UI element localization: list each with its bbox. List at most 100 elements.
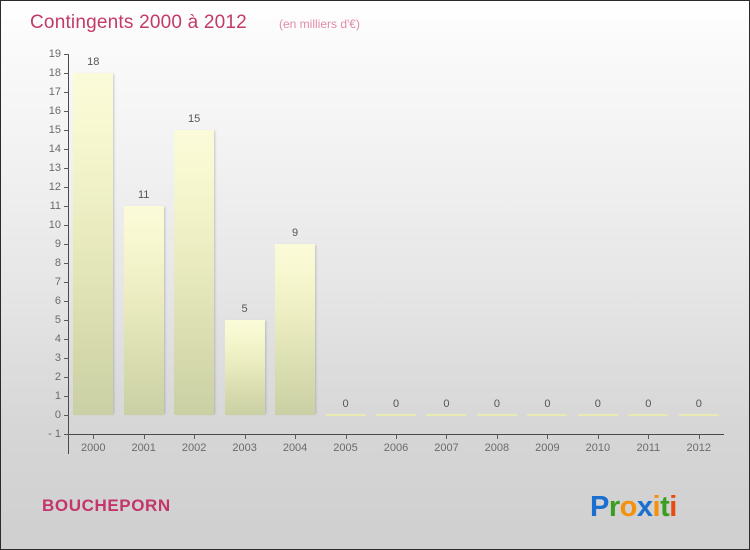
plot-area: - 1 0 1 2 3 4 5 6 7 8 9 10 11 12 13 14 15 16 17 18 19 2000 20…: [48, 48, 724, 454]
proxiti-logo[interactable]: Proxiti: [590, 491, 677, 524]
x-tick: [295, 434, 297, 439]
x-tick-label: 2011: [636, 442, 661, 454]
x-tick-label: 2000: [80, 442, 106, 454]
x-tick-label: 2008: [484, 442, 510, 454]
logo-letter-5: t: [660, 491, 670, 523]
x-tick: [244, 434, 246, 439]
bar[interactable]: [628, 414, 669, 416]
y-tick: [64, 434, 69, 435]
bar-value-label: 11: [137, 189, 150, 201]
bar-value-label: 15: [188, 113, 201, 125]
y-tick-label: 15: [48, 124, 61, 136]
y-tick-label: 4: [54, 333, 61, 345]
logo-letter-6: i: [669, 491, 677, 523]
logo-letter-0: P: [590, 491, 609, 523]
y-tick: [64, 54, 69, 55]
x-tick: [698, 434, 700, 439]
x-tick: [345, 434, 347, 439]
y-tick-label: 3: [54, 352, 61, 364]
logo-letter-1: r: [608, 491, 620, 523]
logo-letter-2: o: [619, 491, 638, 523]
x-tick: [93, 434, 95, 439]
y-tick-label: 8: [54, 257, 61, 269]
y-tick-label: 19: [48, 48, 61, 60]
y-tick: [64, 358, 69, 359]
bar-value-label: 18: [87, 56, 100, 68]
bar[interactable]: [174, 130, 215, 415]
x-tick-label: 2007: [434, 442, 459, 454]
y-tick: [64, 263, 69, 264]
bar[interactable]: [224, 320, 265, 415]
bar-value-label: 0: [594, 398, 601, 410]
bar[interactable]: [527, 414, 568, 416]
bar-value-label: 0: [342, 398, 349, 410]
y-tick: [64, 73, 69, 74]
y-tick: [64, 282, 69, 283]
x-tick: [396, 434, 397, 439]
y-tick-label: 1: [54, 390, 61, 402]
bar[interactable]: [376, 414, 416, 416]
y-tick: [64, 339, 69, 340]
bar-value-label: 0: [695, 398, 702, 410]
y-tick-label: 16: [48, 105, 61, 117]
x-tick: [648, 434, 650, 439]
x-tick: [547, 434, 549, 439]
x-tick-label: 2010: [585, 442, 611, 454]
bar[interactable]: [577, 414, 618, 416]
y-tick: [64, 377, 69, 378]
bar-value-label: 0: [493, 398, 500, 410]
y-tick: [64, 111, 69, 112]
bar-value-label: 0: [392, 398, 400, 410]
logo-letter-4: i: [652, 491, 661, 523]
x-tick: [597, 434, 599, 439]
x-tick: [194, 434, 196, 439]
x-tick: [143, 434, 145, 439]
bar-value-label: 0: [443, 398, 450, 410]
y-tick-label: 18: [48, 67, 61, 79]
x-tick: [446, 434, 448, 439]
chart-canvas: Contingents 2000 à 2012 (en milliers d'€…: [4, 4, 748, 548]
bar[interactable]: [73, 73, 114, 415]
y-tick: [64, 396, 69, 397]
y-tick-label: 13: [48, 162, 61, 174]
y-tick: [64, 149, 69, 150]
x-tick-label: 2003: [232, 442, 257, 454]
bar-value-label: 5: [241, 303, 248, 315]
y-tick: [64, 92, 69, 93]
y-tick: [64, 168, 69, 169]
x-tick: [496, 434, 498, 439]
y-tick: [64, 130, 69, 131]
bar-value-label: 9: [292, 227, 299, 239]
bar[interactable]: [678, 414, 719, 416]
x-tick-label: 2001: [131, 442, 156, 454]
y-tick-label: 2: [54, 371, 61, 383]
y-tick-label: 17: [48, 86, 61, 98]
y-tick: [64, 320, 69, 321]
x-tick-label: 2002: [181, 442, 207, 454]
y-tick: [64, 187, 69, 188]
y-tick-label: 11: [49, 200, 61, 212]
bar[interactable]: [426, 414, 467, 416]
y-tick-label: 5: [54, 314, 61, 326]
y-tick-label: - 1: [48, 428, 61, 440]
bar[interactable]: [123, 206, 164, 415]
commune-name: BOUCHEPORN: [42, 496, 171, 515]
x-tick-label: 2006: [383, 442, 409, 454]
y-tick-label: 9: [54, 238, 61, 250]
bar-value-label: 0: [645, 398, 652, 410]
y-tick: [64, 301, 69, 302]
bar[interactable]: [325, 414, 366, 416]
y-tick-label: 0: [54, 409, 61, 421]
y-tick-label: 14: [48, 143, 61, 155]
bar[interactable]: [275, 244, 316, 415]
chart-subtitle: (en milliers d'€): [279, 17, 360, 31]
bar[interactable]: [476, 414, 517, 416]
x-tick-label: 2005: [333, 442, 358, 454]
x-tick-label: 2004: [282, 442, 308, 454]
y-tick-label: 6: [54, 295, 61, 307]
y-tick-label: 12: [48, 181, 61, 193]
page-title: Contingents 2000 à 2012: [30, 12, 247, 33]
y-tick: [64, 206, 69, 207]
logo-letter-3: x: [636, 491, 653, 523]
y-tick: [64, 244, 69, 245]
